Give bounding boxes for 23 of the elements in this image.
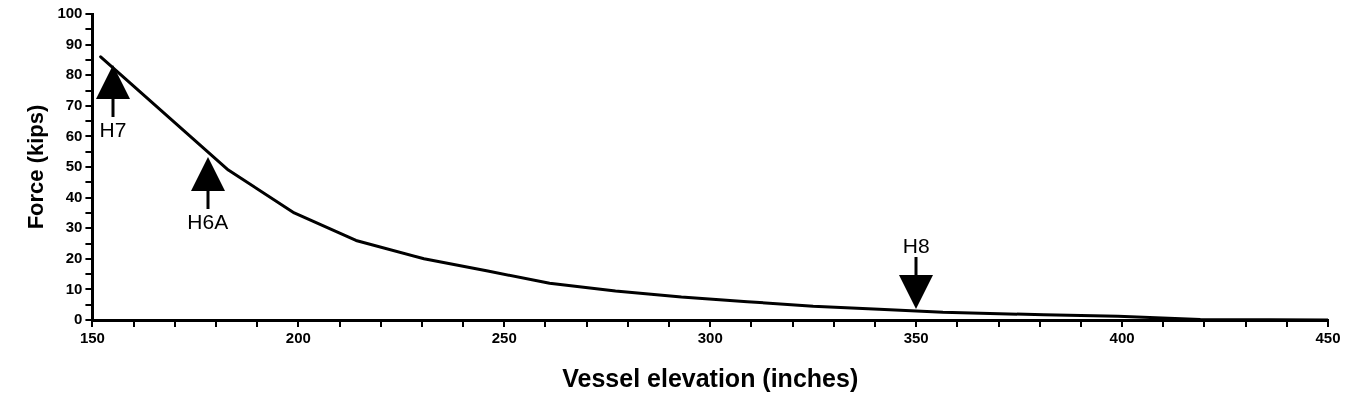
- x-tick-label: 250: [491, 329, 517, 347]
- x-tick-label: 200: [285, 329, 311, 347]
- y-tick-label: 60: [65, 126, 83, 144]
- annotation: H7: [99, 117, 127, 141]
- y-tick-label: 20: [65, 248, 83, 266]
- annotation: H8: [902, 233, 930, 257]
- y-tick-label: 0: [74, 310, 83, 328]
- y-tick-label: 70: [65, 95, 83, 113]
- y-tick-label: 30: [65, 218, 83, 236]
- y-tick-label: 10: [65, 279, 83, 297]
- y-tick-label: 90: [65, 34, 83, 52]
- y-tick-label: 50: [65, 157, 83, 175]
- x-axis-title: Vessel elevation (inches): [562, 363, 859, 392]
- y-axis-title: Force (kips): [23, 104, 49, 230]
- annotation: H6A: [187, 209, 229, 233]
- x-tick-label: 300: [697, 329, 723, 347]
- x-tick-label: 150: [79, 329, 105, 347]
- x-tick-label: 350: [903, 329, 929, 347]
- x-tick-label: 450: [1315, 329, 1341, 347]
- y-tick-label: 80: [65, 65, 83, 83]
- y-tick-label: 100: [57, 4, 83, 22]
- y-tick-label: 40: [65, 187, 83, 205]
- x-tick-label: 400: [1109, 329, 1135, 347]
